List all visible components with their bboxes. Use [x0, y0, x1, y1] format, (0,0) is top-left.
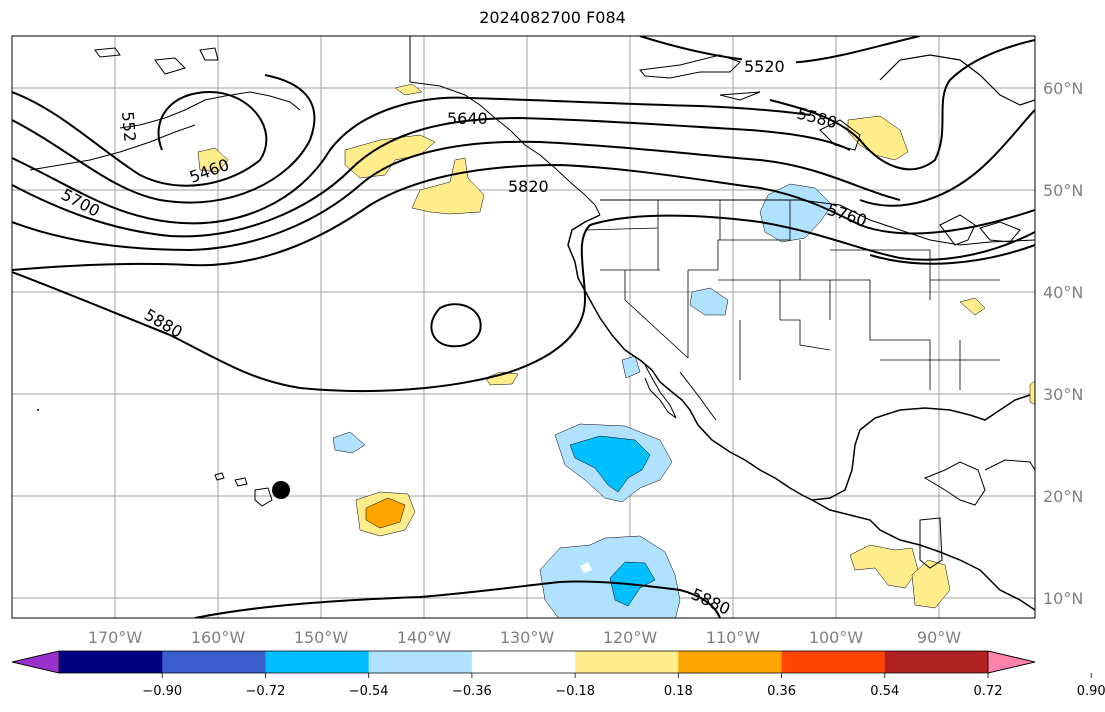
- contour-line: [12, 163, 1035, 271]
- positive-anomaly-region: [911, 559, 951, 609]
- hawaii-islands: [214, 472, 273, 507]
- coastline: [679, 371, 717, 421]
- positive-anomaly-region: [959, 297, 986, 316]
- contour-line: [12, 140, 901, 252]
- coastline: [94, 47, 219, 75]
- colorbar-segment: [368, 651, 473, 673]
- longitude-label: 120°W: [603, 628, 658, 647]
- contour-line: [12, 96, 811, 225]
- latitude-label: 40°N: [1043, 283, 1083, 302]
- coastline: [639, 54, 741, 79]
- contour-line: [869, 244, 1035, 265]
- anomaly-gap: [580, 562, 592, 573]
- colorbar-tick-label: 0.54: [870, 684, 899, 699]
- latitude-label: 20°N: [1043, 487, 1083, 506]
- positive-anomaly-region: [485, 371, 519, 386]
- us-canada-border: [600, 199, 1035, 246]
- colorbar-segment: [781, 651, 886, 673]
- contour-line: [12, 74, 316, 204]
- coastline: [719, 91, 761, 101]
- storm-marker: [272, 481, 290, 499]
- latitude-label: 60°N: [1043, 79, 1083, 98]
- positive-anomaly-region: [849, 544, 919, 589]
- colorbar-tick-label: −0.36: [452, 684, 492, 699]
- contour-line: [12, 214, 1035, 393]
- longitude-label: 110°W: [706, 628, 761, 647]
- colorbar-tick-label: −0.54: [349, 684, 389, 699]
- graticule: [12, 36, 1035, 618]
- longitude-label: 90°W: [917, 628, 961, 647]
- island-dot: [37, 409, 39, 411]
- contour-label: 5640: [447, 109, 488, 128]
- colorbar-segment: [884, 651, 989, 673]
- positive-anomaly-region: [847, 115, 909, 161]
- coastline: [409, 81, 601, 216]
- coastline: [119, 91, 301, 129]
- negative-anomaly-region: [539, 535, 681, 618]
- longitude-label: 170°W: [88, 628, 143, 647]
- colorbar-tick-label: 0.72: [974, 684, 1003, 699]
- positive-anomaly-region: [394, 83, 423, 96]
- colorbar-extend-low: [11, 650, 60, 674]
- contour-line: [639, 36, 921, 64]
- colorbar-tick-label: 0.36: [767, 684, 796, 699]
- longitude-label: 130°W: [500, 628, 555, 647]
- negative-anomaly-region: [689, 287, 729, 316]
- colorbar-segment: [575, 651, 679, 673]
- latitude-label: 50°N: [1043, 181, 1083, 200]
- contour-label: 5520: [744, 57, 785, 76]
- contour-line: [430, 303, 482, 348]
- contour-label: 552: [118, 111, 140, 143]
- anomaly-shading: [197, 83, 1035, 618]
- colorbar-tick-label: 0.18: [664, 684, 693, 699]
- coastline: [919, 517, 943, 569]
- latitude-label: 30°N: [1043, 385, 1083, 404]
- longitude-label: 160°W: [191, 628, 246, 647]
- longitude-label: 150°W: [294, 628, 349, 647]
- coastline: [984, 459, 1035, 471]
- colorbar-tick-label: −0.72: [246, 684, 286, 699]
- coastline: [879, 54, 1035, 106]
- colorbar: [11, 650, 1036, 674]
- height-contours: [12, 36, 1035, 618]
- contour-line: [769, 39, 1035, 171]
- colorbar-segment: [59, 651, 163, 673]
- colorbar-segment: [162, 651, 266, 673]
- coastline: [811, 394, 1031, 501]
- map-frame: [11, 35, 1036, 619]
- latitude-label: 10°N: [1043, 589, 1083, 608]
- longitude-labels: 170°W 160°W 150°W 140°W 130°W 120°W 110°W 100°W…: [88, 628, 961, 647]
- negative-anomaly-region: [332, 431, 366, 454]
- negative-anomaly-region: [621, 355, 641, 379]
- coastline: [567, 214, 813, 501]
- positive-anomaly-core: [365, 497, 406, 529]
- colorbar-outline: [11, 650, 1036, 674]
- contour-line: [859, 109, 1035, 207]
- contour-line: [12, 116, 851, 238]
- contour-line: [12, 90, 268, 187]
- coastline: [644, 364, 677, 419]
- latitude-labels: 60°N 50°N 40°N 30°N 20°N 10°N: [1043, 79, 1083, 608]
- colorbar-tick-label: −0.18: [555, 684, 595, 699]
- great-lakes: [939, 214, 1021, 246]
- contour-line: [194, 580, 721, 618]
- colorbar-extend-high: [987, 650, 1036, 674]
- colorbar-tick-label: −0.90: [142, 684, 182, 699]
- negative-anomaly-core: [569, 435, 651, 493]
- longitude-label: 140°W: [397, 628, 452, 647]
- contour-label: 5820: [508, 177, 549, 196]
- longitude-label: 100°W: [809, 628, 864, 647]
- positive-anomaly-region: [1029, 380, 1035, 405]
- positive-anomaly-region: [197, 147, 229, 173]
- colorbar-segment: [678, 651, 783, 673]
- colorbar-tick-label: 0.90: [1077, 684, 1105, 699]
- coastline: [923, 461, 986, 506]
- colorbar-segment: [265, 651, 370, 673]
- map-title: 2024082700 F084: [479, 8, 626, 27]
- colorbar-ticks: −0.90 −0.72 −0.54 −0.36 −0.18 0.18 0.36 0.54 0.7…: [142, 673, 1105, 699]
- colorbar-segment: [471, 651, 576, 673]
- coastline: [29, 124, 196, 171]
